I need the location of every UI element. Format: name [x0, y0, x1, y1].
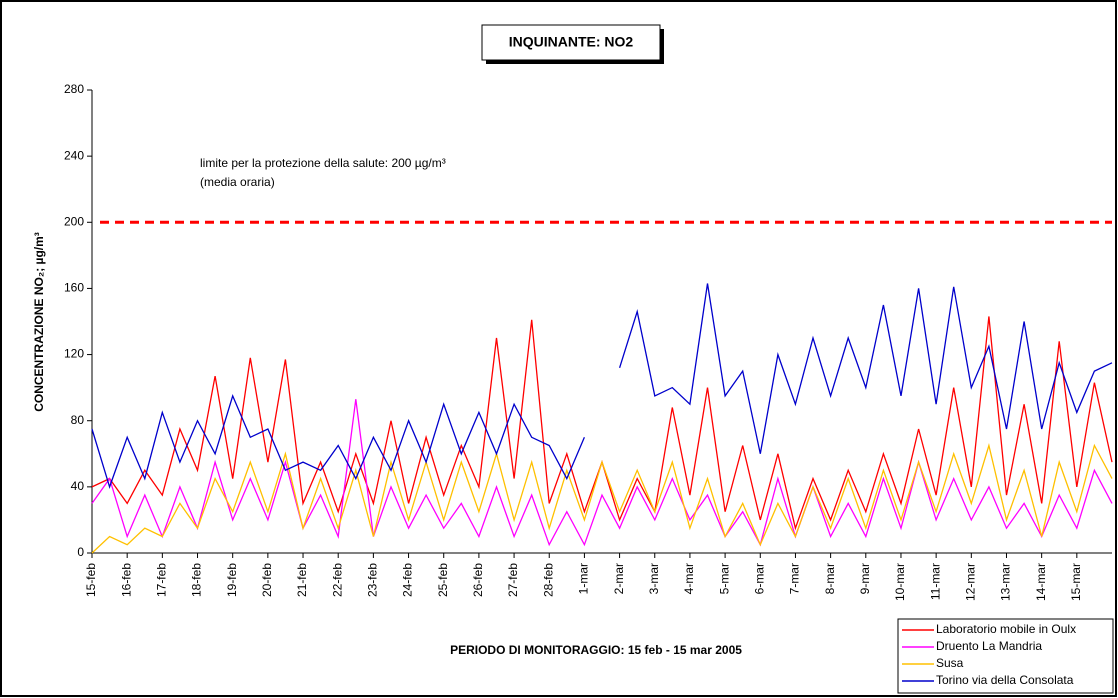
x-tick-label: 19-feb	[225, 563, 239, 597]
x-tick-label: 21-feb	[295, 563, 309, 597]
x-tick-label: 28-feb	[541, 563, 555, 597]
x-tick-label: 11-mar	[928, 563, 942, 600]
y-tick-label: 40	[71, 479, 85, 493]
y-tick-label: 80	[71, 413, 85, 427]
y-tick-label: 120	[64, 347, 84, 361]
title-box	[481, 24, 661, 61]
x-tick-label: 15-mar	[1069, 563, 1083, 601]
legend-label: Druento La Mandria	[936, 639, 1042, 653]
annotation: (media oraria)	[200, 175, 275, 189]
x-tick-label: 7-mar	[788, 563, 802, 594]
x-tick-label: 13-mar	[999, 563, 1013, 601]
legend-label: Laboratorio mobile in Oulx	[936, 622, 1076, 636]
annotation: limite per la protezione della salute: 2…	[200, 156, 446, 170]
x-tick-label: 26-feb	[471, 563, 485, 597]
legend-label: Torino via della Consolata	[936, 673, 1074, 687]
x-tick-label: 18-feb	[190, 563, 204, 597]
y-tick-label: 240	[64, 148, 84, 162]
x-tick-label: 8-mar	[823, 563, 837, 594]
series-line	[91, 443, 1113, 554]
x-tick-label: 2-mar	[612, 563, 626, 594]
x-tick-label: 12-mar	[963, 563, 977, 601]
x-tick-label: 22-feb	[330, 563, 344, 597]
x-tick-label: 14-mar	[1034, 563, 1048, 601]
x-tick-label: 15-feb	[84, 563, 98, 597]
y-tick-label: 200	[64, 214, 84, 228]
x-tick-label: 4-mar	[682, 563, 696, 594]
x-tick-label: 24-feb	[401, 563, 415, 597]
y-tick-label: 0	[77, 545, 84, 559]
y-tick-label: 160	[64, 281, 84, 295]
chart-title: INQUINANTE: NO2	[509, 34, 634, 50]
y-tick-label: 280	[64, 82, 84, 96]
series-line	[91, 283, 1113, 489]
x-tick-label: 20-feb	[260, 563, 274, 597]
x-tick-label: 27-feb	[506, 563, 520, 597]
y-axis-label: CONCENTRAZIONE NO₂; µg/m³	[32, 232, 46, 412]
x-tick-label: 1-mar	[577, 563, 591, 594]
series-line	[91, 399, 1113, 547]
x-tick-label: 23-feb	[366, 563, 380, 597]
x-tick-label: 17-feb	[155, 563, 169, 597]
legend-label: Susa	[936, 656, 964, 670]
x-tick-label: 6-mar	[752, 563, 766, 594]
x-tick-label: 5-mar	[717, 563, 731, 594]
x-tick-label: 9-mar	[858, 563, 872, 594]
x-tick-label: 16-feb	[119, 563, 133, 597]
x-axis-label: PERIODO DI MONITORAGGIO: 15 feb - 15 mar…	[450, 643, 742, 657]
x-tick-label: 25-feb	[436, 563, 450, 597]
x-tick-label: 3-mar	[647, 563, 661, 594]
x-tick-label: 10-mar	[893, 563, 907, 601]
